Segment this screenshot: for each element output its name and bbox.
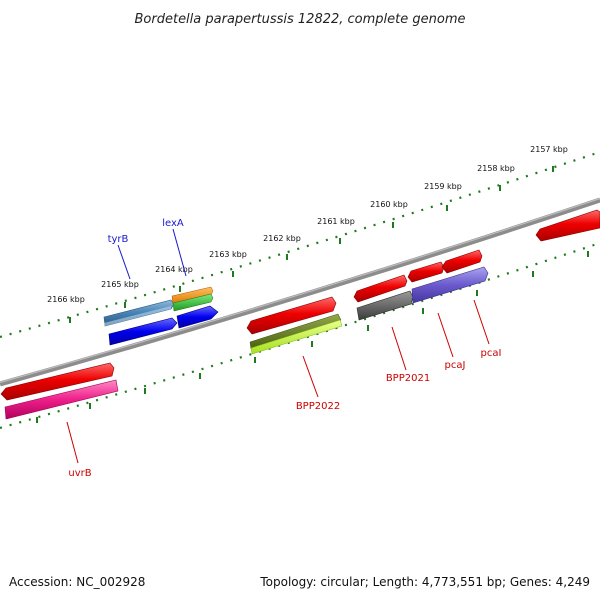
- topology-text: Topology: circular; Length: 4,773,551 bp…: [259, 575, 590, 589]
- gene-lexA-blue[interactable]: [176, 305, 219, 329]
- scale-label-2157: 2157 kbp: [530, 145, 568, 154]
- major-ticks-upper: [69, 166, 554, 323]
- gene-tyrB-blue[interactable]: [108, 317, 178, 346]
- leader-BPP2021: [391, 326, 407, 371]
- scale-label-2158: 2158 kbp: [477, 164, 515, 173]
- gene-BPP2021[interactable]: [356, 290, 414, 321]
- label-pcaI[interactable]: pcaI: [481, 348, 502, 359]
- gene-pcaJ[interactable]: [411, 266, 489, 304]
- leader-pcaI: [473, 299, 490, 345]
- scale-label-2166: 2166 kbp: [47, 295, 85, 304]
- major-ticks-lower: [36, 251, 589, 423]
- leader-uvrB: [66, 421, 79, 464]
- gene-right-red[interactable]: [535, 209, 600, 242]
- map-title: Bordetella parapertussis 12822, complete…: [135, 12, 466, 27]
- label-uvrB[interactable]: uvrB: [68, 468, 91, 479]
- label-tyrB[interactable]: tyrB: [108, 234, 129, 245]
- scale-label-2161: 2161 kbp: [317, 217, 355, 226]
- scale-label-2164: 2164 kbp: [155, 265, 193, 274]
- gene-lexA[interactable]: [171, 286, 214, 312]
- label-BPP2022[interactable]: BPP2022: [296, 401, 340, 412]
- gene-uvrB-red[interactable]: [0, 362, 115, 401]
- label-BPP2021[interactable]: BPP2021: [386, 373, 430, 384]
- leader-BPP2022: [302, 355, 319, 398]
- scale-label-2163: 2163 kbp: [209, 250, 247, 259]
- gene-tyrB[interactable]: [103, 299, 175, 327]
- scale-label-2159: 2159 kbp: [424, 182, 462, 191]
- label-lexA[interactable]: lexA: [162, 218, 184, 229]
- scale-label-2165: 2165 kbp: [101, 280, 139, 289]
- gene-BPP2021-red[interactable]: [353, 274, 408, 303]
- gene-pcaI[interactable]: [441, 249, 483, 274]
- gene-uvrB[interactable]: [4, 379, 119, 420]
- gene-BPP2022[interactable]: [249, 313, 343, 355]
- scale-label-2160: 2160 kbp: [370, 200, 408, 209]
- leader-tyrB: [117, 244, 131, 280]
- gene-pcaJ-red[interactable]: [407, 261, 445, 283]
- scale-label-2162: 2162 kbp: [263, 234, 301, 243]
- leader-lexA: [172, 228, 187, 277]
- gene-BPP2022-red[interactable]: [246, 296, 337, 335]
- accession-text: Accession: NC_002928: [9, 575, 145, 589]
- leader-pcaJ: [437, 312, 454, 358]
- label-pcaJ[interactable]: pcaJ: [445, 360, 466, 371]
- genome-backbone: [0, 197, 600, 387]
